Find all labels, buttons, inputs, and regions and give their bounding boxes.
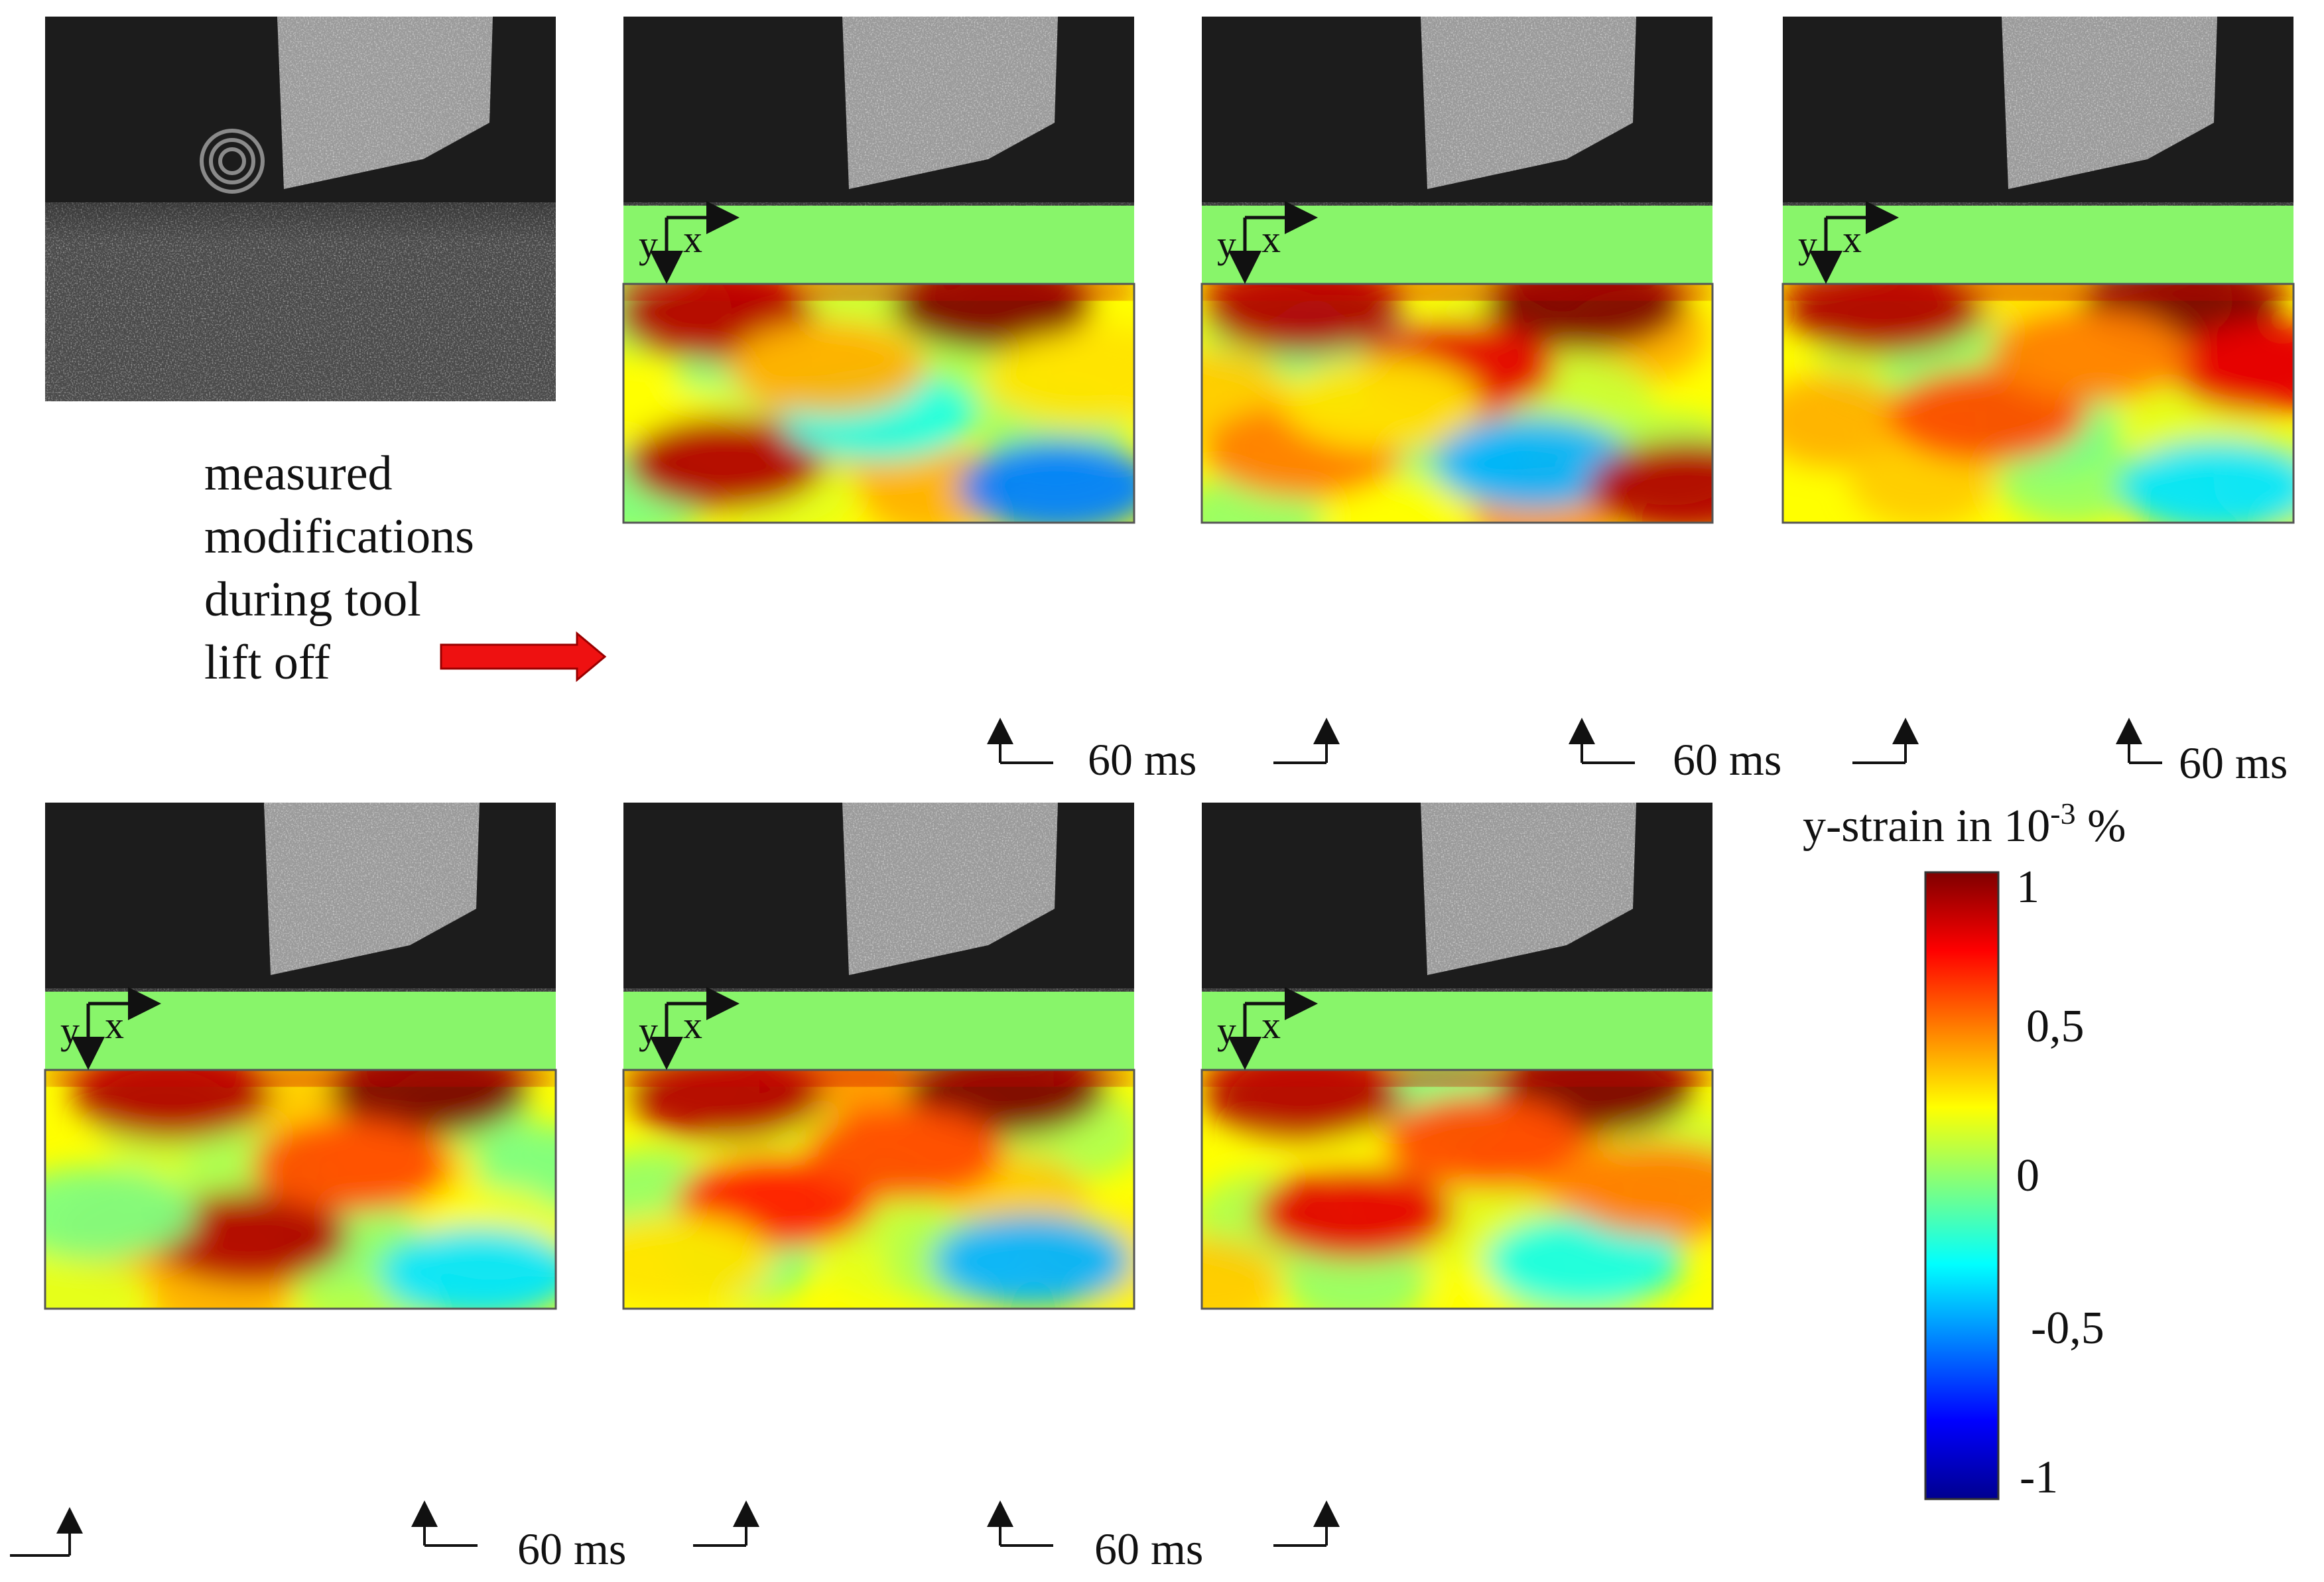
- axis-label-y: y: [1217, 1009, 1236, 1052]
- red-arrow-icon: [440, 631, 607, 683]
- panel-1: [45, 17, 556, 401]
- interval-bracket: 60 ms: [987, 718, 1340, 785]
- colorbar-tick-label: 0: [2016, 1150, 2039, 1201]
- tool-speckle: [1421, 803, 1636, 975]
- tool-speckle: [842, 803, 1058, 975]
- timeline-group: 60 ms 60 ms 60 ms 60 ms 60 ms: [10, 718, 2288, 1574]
- spiral-marker-icon: [200, 129, 265, 194]
- interval-bracket: 60 ms: [411, 1500, 759, 1574]
- interval-label: 60 ms: [1088, 734, 1196, 785]
- axis-label-y: y: [1217, 223, 1236, 266]
- strain-field: [1202, 284, 1712, 523]
- strain-field: [45, 1070, 556, 1309]
- colorbar-tick-label: -0,5: [2031, 1303, 2104, 1354]
- strain-frame: [1200, 283, 1714, 524]
- strain-field: [1783, 284, 2293, 523]
- annotation-line-3: during tool: [204, 572, 421, 627]
- axis-label-x: x: [683, 1004, 702, 1047]
- strain-frame: [622, 283, 1135, 524]
- axis-label-x: x: [105, 1004, 124, 1047]
- annotation-line-2: modifications: [204, 509, 474, 564]
- interval-bracket: 60 ms: [987, 1500, 1340, 1574]
- axis-label-x: x: [1261, 218, 1281, 261]
- interval-label: 60 ms: [1673, 734, 1781, 785]
- axis-label-x: x: [683, 218, 702, 261]
- colorbar: y-strain in 10-3 % 1 0,5 0 -0,5 -1: [1803, 797, 2126, 1503]
- annotation-line-4: lift off: [204, 635, 330, 690]
- tool-speckle: [842, 17, 1058, 189]
- strain-frame: [1781, 283, 2295, 524]
- strain-field: [623, 284, 1134, 523]
- axis-label-y: y: [639, 223, 658, 266]
- tool-speckle: [2002, 17, 2217, 189]
- interval-label: 60 ms: [1094, 1524, 1203, 1574]
- colorbar-title: y-strain in 10-3 %: [1803, 797, 2126, 852]
- strain-field: [1202, 1070, 1712, 1309]
- strain-frame: [1200, 1069, 1714, 1310]
- tool-speckle: [277, 17, 493, 189]
- interval-label: 60 ms: [517, 1524, 626, 1574]
- strain-frame: [44, 1069, 557, 1310]
- axis-label-y: y: [1798, 223, 1817, 266]
- axis-label-y: y: [639, 1009, 658, 1052]
- colorbar-gradient: [1924, 871, 2000, 1500]
- annotation-line-1: measured: [204, 446, 393, 501]
- interval-bracket-partial: 60 ms: [2116, 718, 2288, 788]
- colorbar-tick-label: 1: [2016, 862, 2039, 913]
- axis-label-y: y: [60, 1009, 80, 1052]
- interval-bracket-partial: [10, 1507, 83, 1557]
- tool-speckle: [264, 803, 480, 975]
- strain-frame: [622, 1069, 1135, 1310]
- interval-label: 60 ms: [2179, 738, 2288, 788]
- axis-label-x: x: [1842, 218, 1862, 261]
- strain-field: [623, 1070, 1134, 1309]
- specimen-shade: [45, 202, 556, 242]
- annotation-text: measured modifications during tool lift …: [204, 446, 474, 690]
- axis-label-x: x: [1261, 1004, 1281, 1047]
- colorbar-tick-label: -1: [2020, 1452, 2058, 1503]
- interval-bracket: 60 ms: [1569, 718, 1919, 785]
- tool-speckle: [1421, 17, 1636, 189]
- panel-group: y x y x y xy x y x y x: [44, 17, 2295, 1310]
- colorbar-tick-label: 0,5: [2026, 1001, 2085, 1052]
